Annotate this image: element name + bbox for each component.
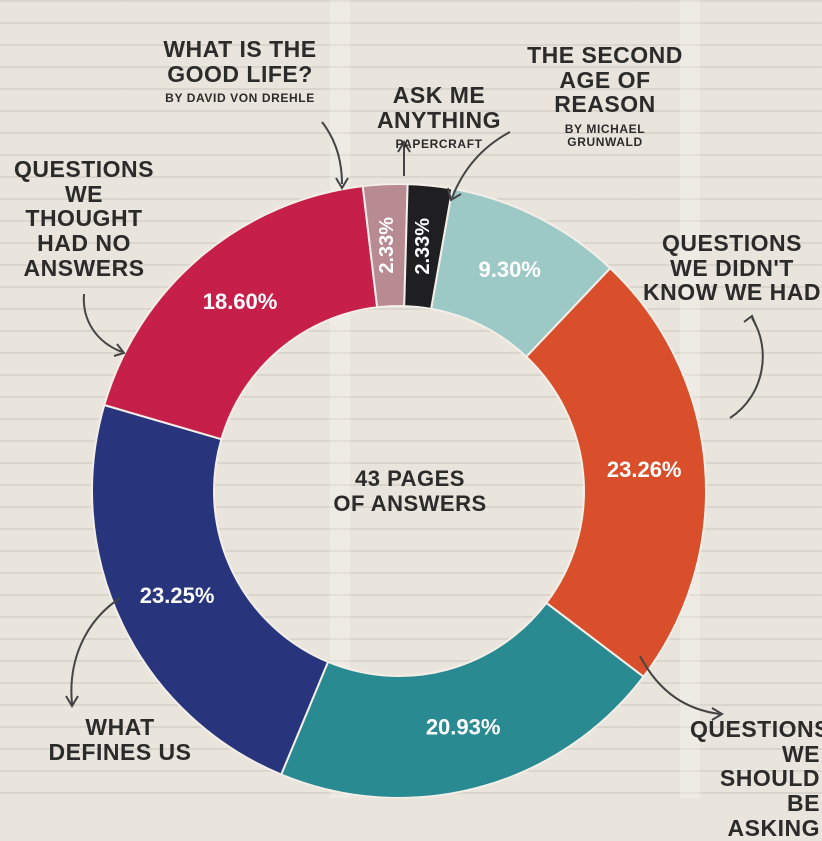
label-defines-us-title: WHAT DEFINES US (48, 713, 192, 765)
arrowhead-defines-us (65, 695, 79, 708)
arrowhead-should-ask (711, 707, 724, 721)
label-didnt-know: QUESTIONS WE DIDN'T KNOW WE HAD (642, 206, 822, 305)
slice-questions-we-didn-t-know-we-had (524, 266, 707, 679)
arrow-should-ask (639, 655, 721, 715)
label-ask-me-byline: PAPERCRAFT (395, 137, 483, 152)
label-second-age-title: THE SECOND AGE OF REASON (527, 41, 683, 118)
arrowhead-second-age (447, 187, 462, 202)
label-good-life-byline: BY DAVID VON DREHLE (165, 91, 315, 106)
slice-value-questions-we-didn-t-know-we-had: 23.26% (607, 457, 682, 482)
label-ask-me-title: ASK ME ANYTHING (376, 81, 502, 133)
arrow-didnt-know (729, 317, 764, 419)
arrow-good-life (321, 121, 343, 185)
label-thought-no-answers: QUESTIONS WE THOUGHT HAD NO ANSWERS (4, 132, 164, 281)
donut-slices (91, 183, 707, 798)
label-should-ask: QUESTIONS WE SHOULD BE ASKING (690, 692, 822, 841)
slice-value-the-second-age-of-reason: 9.30% (478, 257, 540, 282)
slice-what-defines-us (91, 403, 330, 776)
label-defines-us: WHAT DEFINES US (40, 690, 200, 764)
arrowhead-good-life (335, 177, 349, 190)
label-second-age: THE SECOND AGE OF REASON BY MICHAEL GRUN… (510, 18, 700, 174)
donut-center-label: 43 PAGES OF ANSWERS (333, 466, 487, 517)
slice-value-what-defines-us: 23.25% (140, 583, 215, 608)
slice-value-ask-me-anything: 2.33% (412, 218, 434, 275)
slice-value-questions-we-should-be-asking: 20.93% (426, 714, 501, 739)
slice-value-what-is-the-good-life: 2.33% (376, 217, 398, 274)
arrow-thought-no-answers (82, 293, 123, 353)
label-good-life-title: WHAT IS THE GOOD LIFE? (163, 35, 317, 87)
label-ask-me: ASK ME ANYTHING PAPERCRAFT (374, 58, 504, 176)
slice-questions-we-should-be-asking (279, 601, 645, 798)
arrow-second-age (451, 131, 511, 199)
arrowhead-didnt-know (743, 314, 757, 327)
arrowhead-ask-me (397, 140, 411, 153)
slice-questions-we-thought-had-no-answers (103, 185, 379, 441)
label-thought-no-answers-title: QUESTIONS WE THOUGHT HAD NO ANSWERS (14, 155, 154, 282)
arrowhead-thought-no-answers (113, 343, 126, 357)
slice-value-questions-we-thought-had-no-answers: 18.60% (203, 289, 278, 314)
slice-ask-me-anything (403, 183, 454, 310)
donut-chart: 9.30% 23.26% 20.93% 23.25% 18.60% 2.33% 2.33% (65, 121, 764, 798)
label-didnt-know-title: QUESTIONS WE DIDN'T KNOW WE HAD (643, 229, 821, 306)
label-second-age-byline: BY MICHAEL GRUNWALD (564, 122, 646, 150)
label-should-ask-title: QUESTIONS WE SHOULD BE ASKING (690, 715, 822, 841)
arrow-defines-us (70, 597, 121, 705)
annotation-arrows (65, 121, 764, 721)
donut-slice-labels: 9.30% 23.26% 20.93% 23.25% 18.60% 2.33% 2.33% (140, 217, 682, 740)
label-good-life: WHAT IS THE GOOD LIFE? BY DAVID VON DREH… (150, 12, 330, 130)
